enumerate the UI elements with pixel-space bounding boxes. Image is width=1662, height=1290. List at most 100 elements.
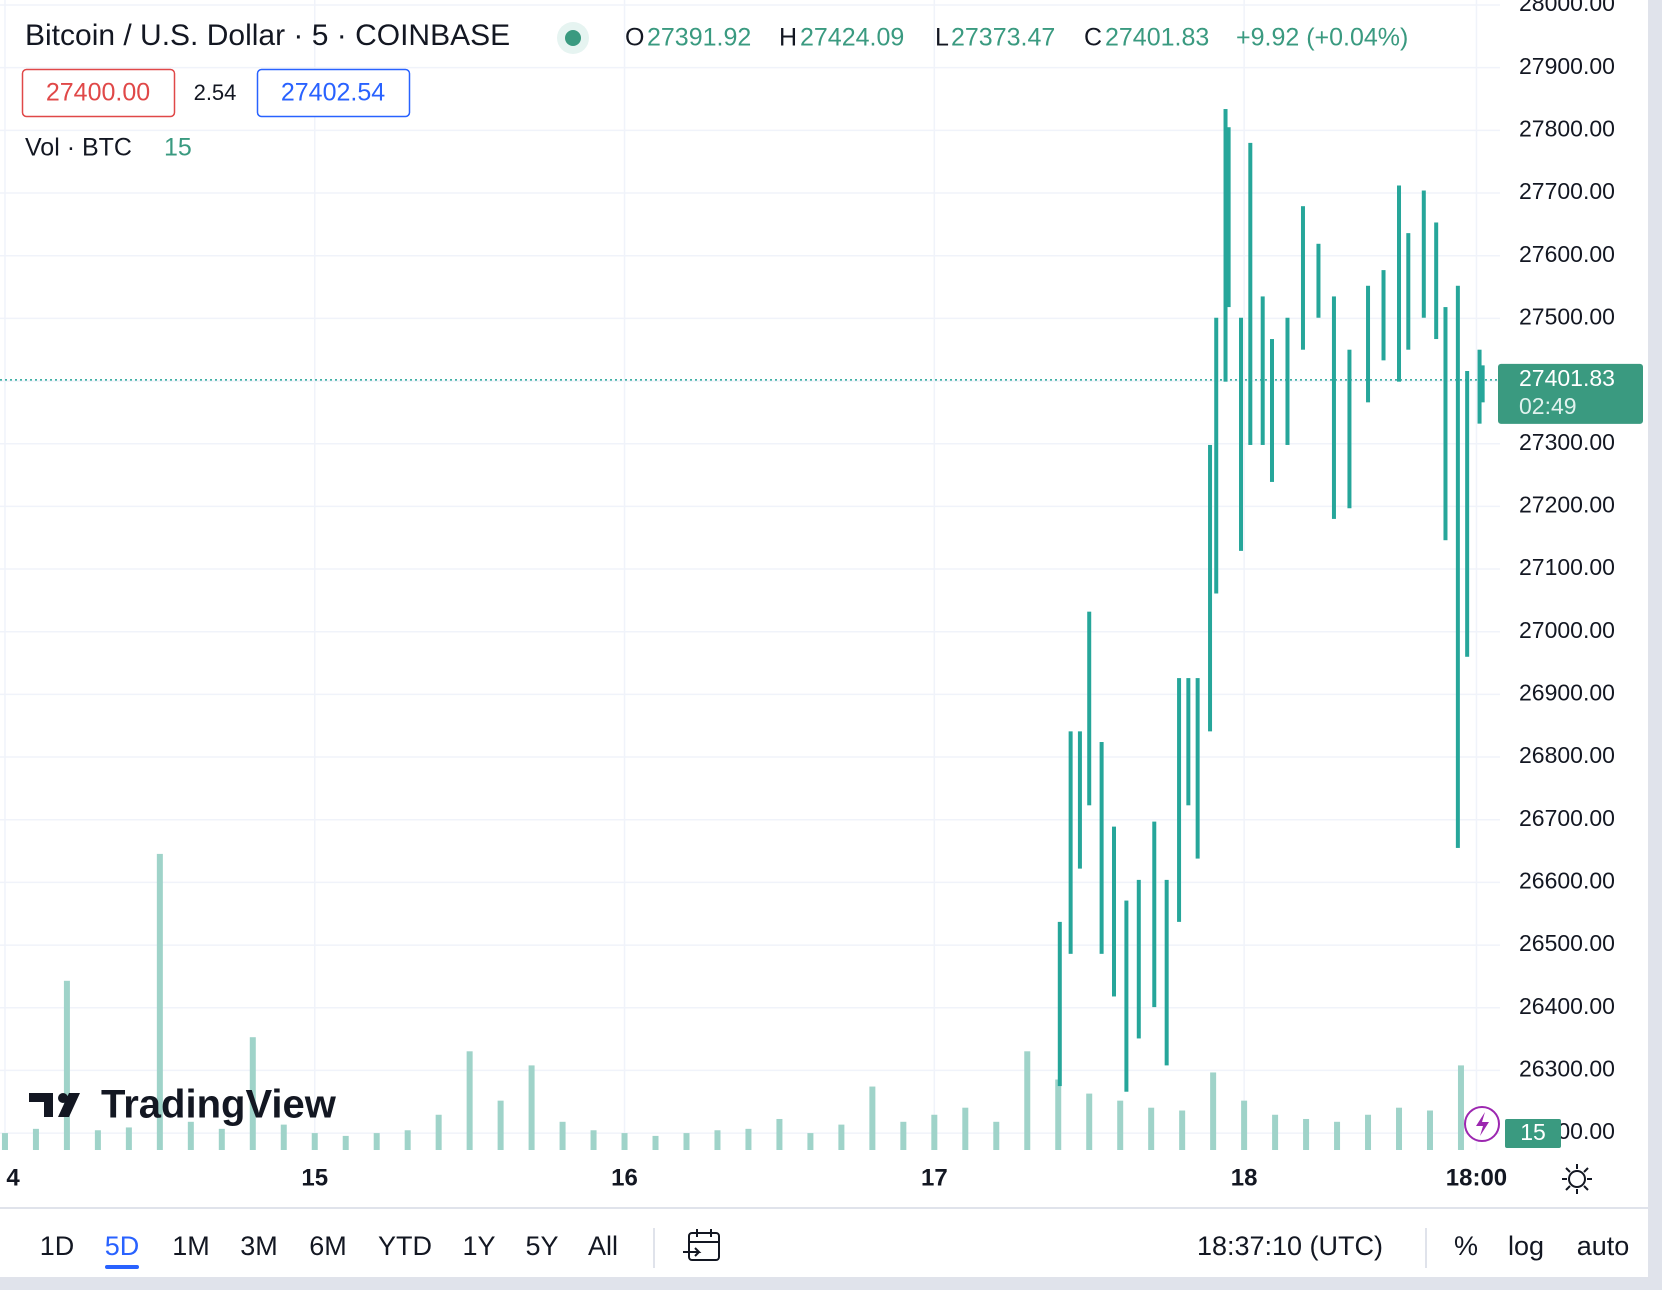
- logo-mark: [29, 1093, 80, 1117]
- volume-bar: [683, 1133, 690, 1150]
- time-axis: 4 15 16 17 18 18:00: [6, 1164, 1507, 1191]
- last-price-tag: [1498, 363, 1643, 424]
- candle: [1087, 611, 1092, 806]
- candle: [1406, 233, 1411, 350]
- candle: [1480, 365, 1485, 403]
- y-tick-label: 27600.00: [1519, 241, 1615, 267]
- settings-icon[interactable]: [1562, 1164, 1592, 1194]
- timeframe-button[interactable]: 1Y: [462, 1231, 495, 1261]
- candle: [1300, 206, 1305, 350]
- calendar-detail: [683, 1229, 719, 1257]
- volume-bar: [652, 1135, 659, 1150]
- timeframe-button[interactable]: YTD: [378, 1231, 432, 1261]
- candle: [1208, 444, 1213, 732]
- ohlc-label: C: [1084, 24, 1102, 52]
- candle: [1397, 185, 1402, 382]
- candle: [1214, 317, 1219, 594]
- volume-bar: [1179, 1110, 1186, 1150]
- candle: [1223, 109, 1228, 382]
- volume-bar: [280, 1124, 287, 1150]
- y-tick-label: 26300.00: [1519, 1055, 1615, 1081]
- symbol-title[interactable]: Bitcoin / U.S. Dollar · 5 · COINBASE: [25, 19, 510, 52]
- auto-toggle[interactable]: auto: [1577, 1231, 1630, 1261]
- goto-date-icon[interactable]: [683, 1229, 720, 1261]
- volume-bar: [931, 1114, 938, 1150]
- countdown: 02:49: [1519, 393, 1577, 419]
- volume-bar: [1396, 1107, 1403, 1150]
- volume-tag: [1505, 1119, 1561, 1148]
- log-toggle[interactable]: log: [1508, 1231, 1544, 1261]
- candle: [1269, 339, 1274, 482]
- candle: [1285, 317, 1290, 445]
- y-tick-label: 27800.00: [1519, 115, 1615, 141]
- sell-button[interactable]: [21, 68, 176, 118]
- x-tick-label: 18:00: [1446, 1164, 1507, 1191]
- candle: [1477, 349, 1482, 424]
- y-tick-label: 27000.00: [1519, 617, 1615, 643]
- y-tick-label: 26500.00: [1519, 930, 1615, 956]
- candle: [1195, 678, 1200, 859]
- clock[interactable]: 18:37:10 (UTC): [1197, 1231, 1383, 1261]
- percent-toggle[interactable]: %: [1454, 1231, 1478, 1261]
- x-tick-label: 18: [1231, 1164, 1258, 1191]
- buy-button[interactable]: [256, 68, 411, 118]
- volume-bar: [94, 1130, 101, 1150]
- volume-bar: [993, 1121, 1000, 1150]
- ohlc-value: 27391.92: [647, 24, 751, 52]
- candle: [1136, 879, 1141, 1039]
- volume-bar: [1086, 1093, 1093, 1150]
- candle: [1366, 285, 1371, 403]
- lightning-icon: [1476, 1112, 1489, 1136]
- volume-bar: [497, 1100, 504, 1150]
- change: +9.92 (+0.04%): [1236, 24, 1408, 52]
- volume-bar: [1272, 1114, 1279, 1150]
- timeframe-button[interactable]: 5D: [105, 1231, 140, 1261]
- x-tick-label: 4: [6, 1164, 20, 1191]
- calendar-frame: [688, 1232, 720, 1261]
- candle: [1465, 371, 1470, 657]
- candle: [1455, 285, 1460, 848]
- settings-circle: [1568, 1170, 1586, 1188]
- candle: [1099, 742, 1104, 954]
- volume-bar: [1303, 1118, 1310, 1150]
- ohlc-value: 27424.09: [800, 24, 904, 52]
- y-tick-label: 27700.00: [1519, 178, 1615, 204]
- timeframe-button[interactable]: 1D: [40, 1231, 75, 1261]
- timeframe-button[interactable]: All: [588, 1231, 618, 1261]
- volume-bar: [187, 1121, 194, 1150]
- candle: [1443, 307, 1448, 541]
- volume-bar: [125, 1127, 132, 1150]
- candle: [1177, 678, 1182, 922]
- spread: 2.54: [194, 80, 237, 105]
- timeframe-button[interactable]: 1M: [172, 1231, 210, 1261]
- candle: [1068, 731, 1073, 954]
- candle: [1434, 222, 1439, 340]
- timeframe-button[interactable]: 5Y: [525, 1231, 558, 1261]
- logo: TradingView: [29, 1083, 337, 1127]
- volume-bar: [1055, 1079, 1062, 1150]
- volume-bar: [1334, 1121, 1341, 1150]
- timeframe-button[interactable]: 3M: [240, 1231, 278, 1261]
- volume-tag-label: 15: [1520, 1119, 1546, 1145]
- timeframe-button[interactable]: 6M: [309, 1231, 347, 1261]
- ohlc-label: O: [625, 24, 644, 52]
- volume-bar: [900, 1121, 907, 1150]
- candle: [1248, 142, 1253, 445]
- candle: [1186, 678, 1191, 806]
- candle: [1347, 349, 1352, 509]
- volume-bar: [1457, 1065, 1464, 1150]
- volume-bar: [156, 853, 163, 1150]
- volume-bar: [1426, 1110, 1433, 1150]
- volume-bar: [1117, 1100, 1124, 1150]
- candle: [1164, 879, 1169, 1066]
- volume-bar: [1210, 1072, 1217, 1150]
- volume-bar: [466, 1051, 473, 1150]
- ohlc-label: H: [779, 24, 797, 52]
- status-dot: [565, 30, 581, 46]
- active-underline: [105, 1265, 139, 1269]
- volume-bar: [342, 1135, 349, 1150]
- logo-dot: [58, 1093, 68, 1103]
- volume-bar: [559, 1121, 566, 1150]
- frame-right: [1648, 0, 1662, 1290]
